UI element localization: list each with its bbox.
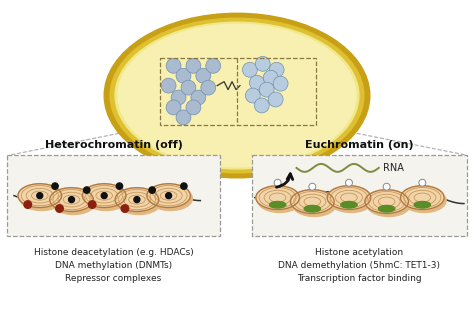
Ellipse shape — [18, 184, 62, 207]
FancyBboxPatch shape — [7, 155, 220, 236]
Ellipse shape — [367, 193, 410, 216]
FancyBboxPatch shape — [252, 155, 467, 236]
Ellipse shape — [50, 188, 93, 211]
Text: Euchromatin (on): Euchromatin (on) — [305, 140, 414, 150]
Circle shape — [201, 80, 216, 95]
Ellipse shape — [115, 22, 359, 169]
Circle shape — [161, 78, 176, 93]
Ellipse shape — [401, 186, 444, 210]
Circle shape — [56, 205, 63, 212]
Circle shape — [273, 76, 288, 91]
Ellipse shape — [269, 202, 286, 208]
Circle shape — [134, 197, 140, 202]
Circle shape — [274, 179, 281, 186]
Ellipse shape — [84, 187, 128, 211]
Ellipse shape — [414, 202, 430, 208]
Text: Histone acetylation: Histone acetylation — [315, 248, 403, 257]
Circle shape — [419, 179, 426, 186]
Circle shape — [176, 110, 191, 125]
Circle shape — [166, 100, 181, 115]
Ellipse shape — [378, 206, 395, 212]
Text: Heterochromatin (off): Heterochromatin (off) — [45, 140, 182, 150]
Ellipse shape — [147, 184, 191, 207]
Ellipse shape — [115, 188, 159, 211]
Circle shape — [166, 58, 181, 73]
Ellipse shape — [258, 189, 301, 212]
Text: Transcription factor binding: Transcription factor binding — [297, 274, 422, 283]
Circle shape — [24, 201, 32, 208]
Circle shape — [116, 183, 123, 189]
Ellipse shape — [329, 189, 373, 212]
Circle shape — [206, 58, 221, 73]
Ellipse shape — [304, 206, 320, 212]
Ellipse shape — [365, 190, 409, 213]
Circle shape — [121, 205, 128, 212]
Circle shape — [309, 183, 316, 190]
Circle shape — [101, 193, 107, 199]
Ellipse shape — [292, 193, 336, 216]
Circle shape — [383, 183, 390, 190]
Ellipse shape — [52, 191, 95, 215]
Circle shape — [69, 197, 74, 202]
Ellipse shape — [82, 184, 126, 207]
Circle shape — [165, 193, 172, 199]
Text: DNA demethylation (5hmC: TET1-3): DNA demethylation (5hmC: TET1-3) — [278, 261, 440, 270]
Circle shape — [246, 88, 260, 103]
Circle shape — [346, 179, 353, 186]
Circle shape — [89, 201, 96, 208]
Circle shape — [149, 187, 155, 193]
Text: Histone deacetylation (e.g. HDACs): Histone deacetylation (e.g. HDACs) — [34, 248, 193, 257]
Ellipse shape — [110, 18, 364, 173]
Circle shape — [259, 82, 274, 97]
Ellipse shape — [117, 191, 161, 215]
Ellipse shape — [149, 187, 192, 211]
Text: DNA methylation (DNMTs): DNA methylation (DNMTs) — [55, 261, 172, 270]
Ellipse shape — [402, 189, 446, 212]
Circle shape — [269, 62, 284, 77]
Circle shape — [191, 90, 206, 105]
Circle shape — [171, 90, 186, 105]
Text: RNA: RNA — [383, 163, 403, 173]
Circle shape — [255, 56, 270, 71]
Circle shape — [263, 70, 278, 85]
Circle shape — [242, 62, 257, 77]
Circle shape — [176, 68, 191, 83]
Circle shape — [186, 58, 201, 73]
Circle shape — [37, 193, 43, 199]
Ellipse shape — [256, 186, 300, 210]
Circle shape — [196, 68, 211, 83]
Text: Repressor complexes: Repressor complexes — [65, 274, 162, 283]
Ellipse shape — [104, 13, 370, 178]
Circle shape — [181, 183, 187, 189]
Ellipse shape — [341, 202, 357, 208]
Circle shape — [181, 80, 196, 95]
Circle shape — [83, 187, 90, 193]
Ellipse shape — [327, 186, 371, 210]
Circle shape — [186, 100, 201, 115]
Circle shape — [52, 183, 58, 189]
Circle shape — [268, 92, 283, 107]
Ellipse shape — [118, 24, 356, 167]
Circle shape — [249, 75, 264, 90]
Circle shape — [255, 98, 269, 113]
Ellipse shape — [291, 190, 334, 213]
Ellipse shape — [20, 187, 64, 211]
